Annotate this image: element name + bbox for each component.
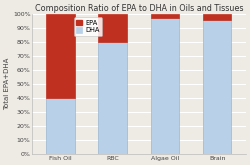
Legend: EPA, DHA: EPA, DHA — [74, 17, 102, 36]
Bar — [46, 14, 75, 98]
Bar — [98, 42, 127, 154]
Bar — [203, 14, 232, 20]
Y-axis label: Total EPA+DHA: Total EPA+DHA — [4, 58, 10, 110]
Title: Composition Ratio of EPA to DHA in Oils and Tissues: Composition Ratio of EPA to DHA in Oils … — [35, 4, 243, 13]
Bar — [203, 20, 232, 154]
Bar — [98, 14, 127, 42]
Bar — [151, 14, 179, 18]
Bar — [46, 98, 75, 154]
Bar — [151, 18, 179, 154]
